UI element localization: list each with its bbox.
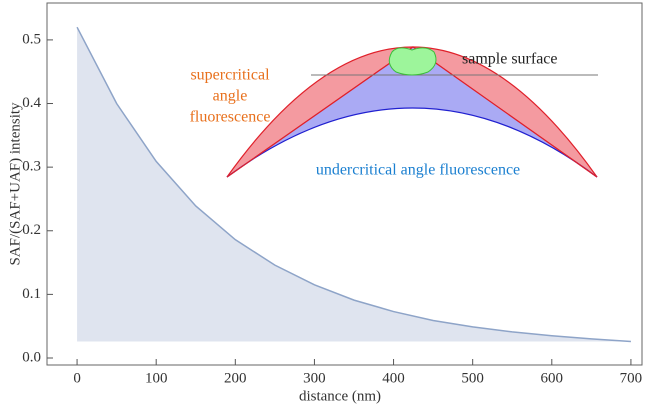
inset-diagram: sample surface supercritical angle fluor… — [190, 46, 598, 179]
x-tick-label: 400 — [382, 370, 405, 386]
y-axis-label: SAF/(SAF+UAF) intensity — [7, 102, 23, 266]
x-tick-label: 700 — [620, 370, 643, 386]
sample-blob — [388, 47, 437, 76]
x-tick-label: 200 — [224, 370, 247, 386]
supercritical-cone — [226, 46, 598, 178]
sample-label: sample surface — [462, 51, 558, 68]
y-tick-label: 0.2 — [22, 222, 41, 238]
x-tick-label: 600 — [541, 370, 564, 386]
area-fill — [77, 27, 631, 342]
y-tick-label: 0.3 — [22, 159, 41, 175]
y-tick-label: 0.0 — [22, 349, 41, 365]
x-tick-label: 0 — [73, 370, 81, 386]
x-axis-label: distance (nm) — [299, 388, 381, 404]
y-tick-label: 0.4 — [22, 95, 41, 111]
x-tick-label: 500 — [461, 370, 484, 386]
undercritical-label: undercritical angle fluorescence — [316, 162, 520, 179]
undercritical-edge — [226, 107, 598, 178]
supercritical-label: supercritical — [190, 67, 270, 84]
x-tick-label: 100 — [145, 370, 168, 386]
plot-frame — [46, 2, 643, 366]
x-tick-label: 300 — [303, 370, 326, 386]
supercritical-label: fluorescence — [190, 109, 271, 126]
supercritical-label: angle — [213, 88, 248, 105]
plot-area — [76, 26, 631, 343]
cone-edge — [226, 46, 598, 178]
y-tick-label: 0.5 — [22, 31, 41, 47]
curve — [76, 26, 631, 343]
y-tick-label: 0.1 — [22, 286, 41, 302]
